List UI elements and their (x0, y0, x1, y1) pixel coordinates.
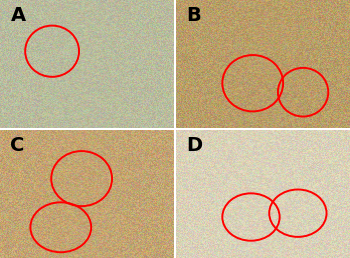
Text: A: A (10, 6, 26, 25)
Text: B: B (187, 6, 202, 25)
Text: D: D (187, 136, 203, 155)
Text: C: C (10, 136, 25, 155)
